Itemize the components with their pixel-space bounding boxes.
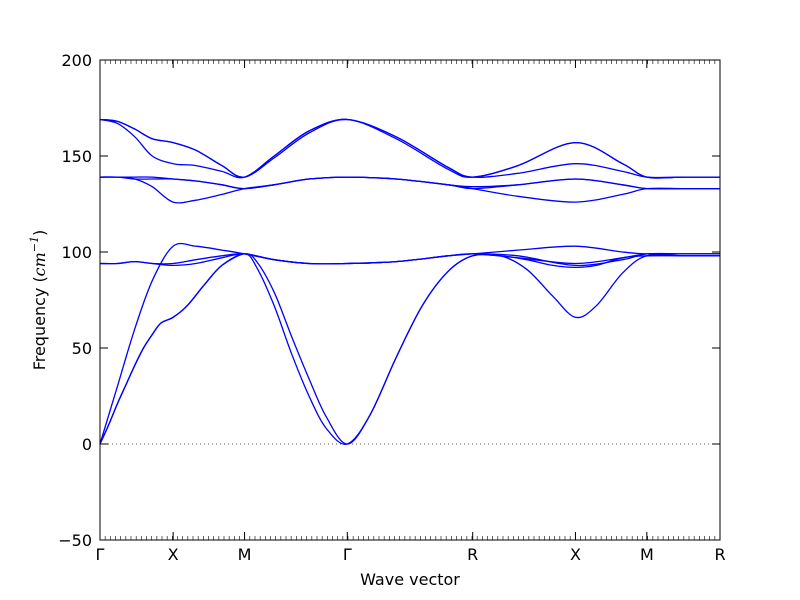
ticks-layer: −50 0 50 100 150 200 Γ X M Γ R X M R [58,51,725,564]
x-tick-label: Γ [96,545,105,564]
band-line-3 [99,242,720,445]
y-tick-label: −50 [58,531,92,550]
x-tick-label: M [238,545,252,564]
y-axis-label-unit: cm [30,252,49,276]
y-tick-label: 150 [61,147,92,166]
y-axis-label: Frequency (cm−1) [28,230,49,371]
y-tick-label: 0 [82,435,92,454]
y-axis-label-exponent: −1 [28,236,41,252]
x-tick-label: X [570,545,581,564]
x-tick-label: X [168,545,179,564]
band-line-1 [99,253,720,445]
x-tick-label: R [467,545,478,564]
y-axis-label-suffix: ) [30,230,49,236]
x-tick-label: M [640,545,654,564]
band-line-2 [99,253,720,445]
plot-frame [99,59,721,541]
y-axis-label-prefix: Frequency ( [30,276,49,370]
x-tick-label: R [714,545,725,564]
x-axis-label: Wave vector [360,570,460,589]
y-tick-label: 200 [61,51,92,70]
series-layer [99,118,720,445]
x-tick-label: Γ [343,545,352,564]
band-line-5 [99,252,720,267]
band-line-8 [100,176,720,190]
band-line-7 [99,176,720,190]
band-line-11 [99,118,720,179]
y-tick-label: 50 [72,339,92,358]
y-tick-label: 100 [61,243,92,262]
